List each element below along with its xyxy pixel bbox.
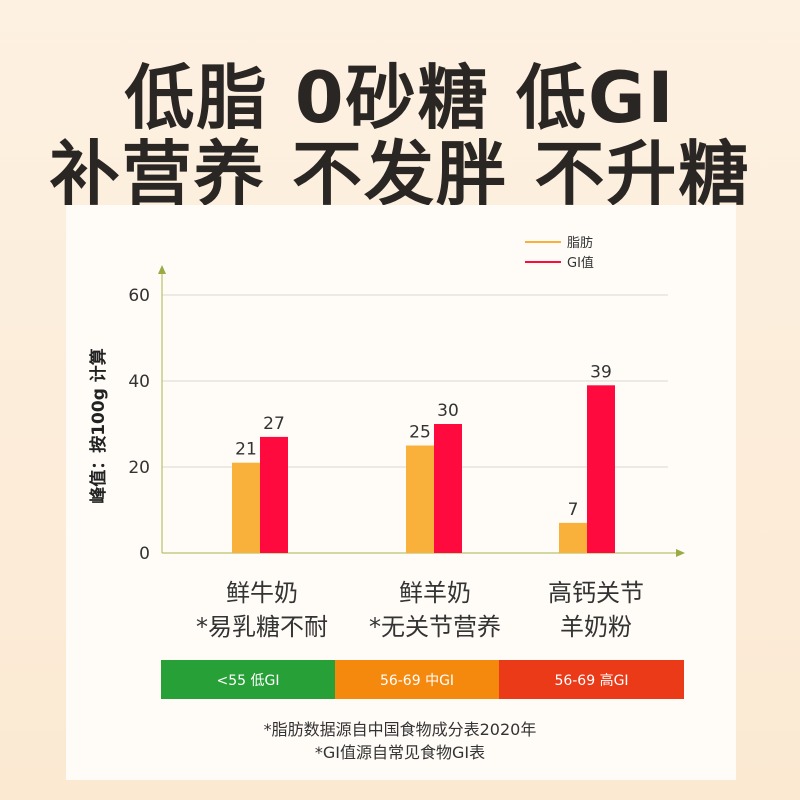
gi-scale-medium: 56-69 中GI (335, 660, 499, 699)
category-name: 鲜牛奶 (226, 579, 298, 607)
category-name: 鲜羊奶 (399, 579, 471, 607)
y-axis-label: 峰值：按100g 计算 (88, 348, 109, 504)
bar-gi (587, 385, 615, 553)
y-tick-label: 60 (128, 286, 150, 306)
category-label-goat-milk-powder: 高钙关节 羊奶粉 (496, 576, 696, 644)
bar-value-label: 30 (437, 401, 459, 421)
y-axis-arrow (158, 265, 166, 274)
gi-scale-high: 56-69 高GI (499, 660, 684, 699)
bar-value-label: 25 (409, 423, 431, 443)
category-note: *无关节营养 (369, 613, 501, 641)
footnote-gi-source: *GI值源自常见食物GI表 (314, 743, 486, 762)
headline-line-1: 低脂 0砂糖 低GI (124, 57, 676, 139)
category-label-fresh-milk: 鲜牛奶 *易乳糖不耐 (162, 576, 362, 644)
y-tick-label: 40 (128, 372, 150, 392)
gi-scale-low: <55 低GI (161, 660, 335, 699)
footnote-fat-source: *脂肪数据源自中国食物成分表2020年 (263, 720, 537, 739)
category-name-line2: 羊奶粉 (560, 613, 632, 641)
bar-gi (260, 436, 288, 553)
category-note: *易乳糖不耐 (196, 613, 328, 641)
bar-value-label: 7 (568, 500, 579, 520)
y-tick-label: 0 (139, 544, 150, 564)
x-axis-arrow (676, 549, 685, 557)
bar-gi (434, 424, 462, 553)
y-tick-label: 20 (128, 458, 150, 478)
category-label-fresh-goat-milk: 鲜羊奶 *无关节营养 (335, 576, 535, 644)
gi-scale-bar: <55 低GI 56-69 中GI 56-69 高GI (161, 660, 684, 699)
bar-value-label: 39 (590, 362, 612, 382)
category-name: 高钙关节 (548, 579, 644, 607)
legend-label: 脂肪 (567, 235, 593, 251)
bar-fat (559, 522, 587, 553)
bar-fat (406, 445, 434, 553)
bar-value-label: 27 (263, 414, 285, 434)
legend-label: GI值 (567, 255, 594, 271)
bar-fat (232, 462, 260, 553)
headline-line-2: 补营养 不发胖 不升糖 (49, 133, 751, 215)
bar-value-label: 21 (235, 440, 257, 460)
